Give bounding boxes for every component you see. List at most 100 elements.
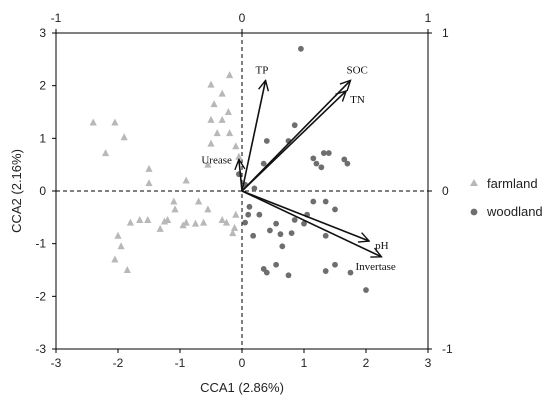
- point-farmland: [222, 218, 231, 226]
- point-woodland: [256, 211, 263, 218]
- point-woodland: [279, 243, 286, 250]
- point-farmland: [117, 242, 125, 250]
- legend-item-woodland: woodland: [470, 204, 543, 219]
- vector-label-tn: TN: [350, 94, 365, 106]
- right-tick-label: 0: [442, 184, 449, 198]
- point-farmland: [199, 218, 208, 226]
- vector-label-tp: TP: [256, 64, 269, 76]
- point-woodland: [245, 211, 252, 218]
- point-woodland: [285, 272, 292, 279]
- y-tick-label: 0: [39, 184, 46, 198]
- x-tick-label: 3: [425, 356, 432, 370]
- point-woodland: [263, 269, 270, 276]
- point-woodland: [313, 160, 320, 167]
- point-farmland: [136, 215, 144, 223]
- point-farmland: [229, 229, 237, 237]
- point-farmland: [207, 80, 215, 88]
- point-farmland: [230, 223, 239, 231]
- point-woodland: [325, 150, 332, 156]
- vector-arrow-tp: [241, 80, 266, 192]
- point-farmland: [218, 115, 226, 123]
- point-woodland: [322, 232, 329, 239]
- point-farmland: [207, 115, 215, 123]
- y-tick-label: 3: [39, 26, 46, 40]
- point-woodland: [310, 155, 317, 162]
- point-farmland: [218, 215, 226, 223]
- circle-icon: [470, 208, 478, 216]
- top-tick-label: 1: [425, 11, 432, 25]
- point-farmland: [120, 133, 128, 141]
- point-woodland: [301, 220, 307, 227]
- point-farmland: [123, 266, 131, 273]
- point-farmland: [232, 142, 240, 150]
- point-woodland: [332, 261, 338, 268]
- point-farmland: [232, 210, 240, 218]
- point-woodland: [347, 269, 354, 276]
- point-woodland: [344, 160, 351, 167]
- x-tick-label: 0: [239, 356, 246, 370]
- top-tick-label: 0: [239, 11, 246, 25]
- point-farmland: [182, 176, 190, 184]
- point-farmland: [156, 224, 164, 232]
- right-tick-label: -1: [442, 342, 453, 356]
- vector-label-invertase: Invertase: [356, 261, 396, 273]
- point-farmland: [195, 197, 203, 205]
- point-farmland: [224, 108, 232, 115]
- point-farmland: [164, 215, 172, 223]
- point-farmland: [218, 89, 226, 97]
- vector-label-ph: pH: [375, 240, 389, 252]
- vector-arrow-invertase: [241, 190, 382, 257]
- environment-vectors: TP SOC TN Urease pH Invertase: [201, 64, 396, 272]
- legend-label-woodland: woodland: [486, 204, 543, 219]
- point-woodland: [318, 164, 325, 171]
- point-woodland: [273, 261, 279, 268]
- vector-arrow-ph: [241, 190, 369, 241]
- y-tick-label: -3: [35, 342, 46, 356]
- x-tick-label: -3: [51, 356, 62, 370]
- point-woodland: [288, 230, 295, 237]
- point-woodland: [263, 138, 270, 144]
- x-axis-title: CCA1 (2.86%): [200, 380, 284, 395]
- point-woodland: [277, 231, 284, 238]
- x-tick-label: -1: [175, 356, 186, 370]
- vector-arrow-urease: [239, 159, 242, 192]
- point-farmland: [145, 179, 153, 187]
- top-tick-label: -1: [51, 11, 62, 25]
- point-woodland: [291, 217, 298, 223]
- y-tick-label: 1: [39, 131, 46, 145]
- point-farmland: [114, 231, 122, 239]
- point-woodland: [273, 220, 279, 227]
- vector-label-urease: Urease: [201, 154, 232, 166]
- y-axis-title: CCA2 (2.16%): [9, 149, 24, 233]
- y-tick-label: -2: [35, 289, 46, 303]
- point-woodland: [250, 232, 257, 239]
- legend-label-farmland: farmland: [487, 176, 538, 191]
- x-tick-label: 1: [301, 356, 308, 370]
- point-farmland: [144, 215, 152, 223]
- vector-arrow-tn: [241, 91, 346, 192]
- point-farmland: [111, 118, 119, 126]
- point-farmland: [204, 205, 212, 213]
- point-farmland: [235, 152, 243, 160]
- point-woodland: [363, 287, 369, 293]
- point-woodland: [320, 150, 327, 156]
- legend: farmland woodland: [470, 176, 543, 219]
- point-farmland: [210, 100, 218, 108]
- point-farmland: [213, 129, 221, 137]
- point-woodland: [332, 206, 338, 213]
- point-woodland: [246, 203, 253, 210]
- point-farmland: [102, 149, 110, 157]
- y-tick-label: -1: [35, 237, 46, 251]
- x-tick-label: 2: [363, 356, 370, 370]
- point-woodland: [291, 122, 298, 129]
- y-tick-label: 2: [39, 79, 46, 93]
- vector-label-soc: SOC: [347, 64, 368, 76]
- point-farmland: [170, 197, 178, 205]
- point-woodland: [298, 45, 304, 52]
- point-woodland: [242, 219, 249, 226]
- point-woodland: [310, 198, 317, 205]
- right-tick-label: 1: [442, 26, 449, 40]
- point-farmland: [126, 218, 134, 226]
